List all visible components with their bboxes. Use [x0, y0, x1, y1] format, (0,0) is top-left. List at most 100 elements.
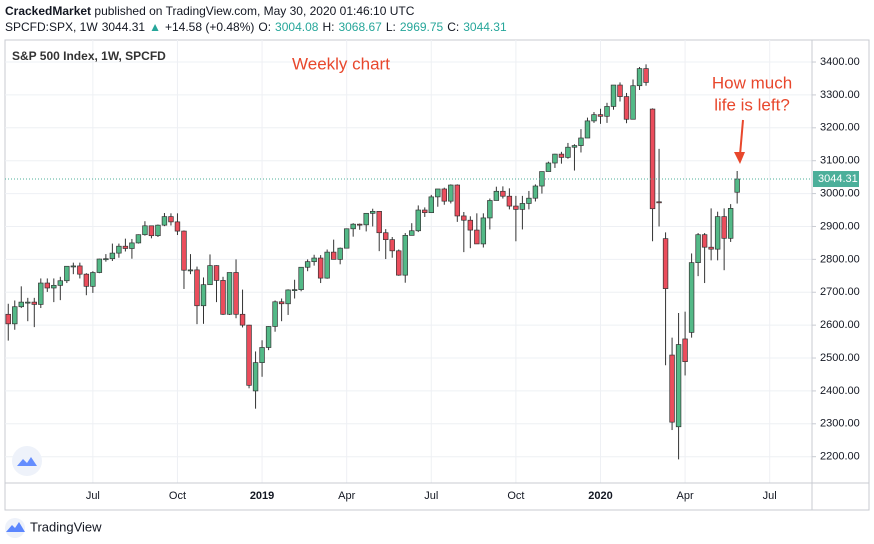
- candle-body: [330, 251, 337, 260]
- candle-body: [116, 245, 122, 254]
- last-price-label: 3044.31: [818, 173, 858, 185]
- candle-body: [591, 114, 597, 122]
- candle-body: [467, 219, 474, 231]
- x-tick-label: 2019: [250, 490, 274, 502]
- candle-body: [409, 230, 415, 236]
- candle-body: [428, 196, 434, 214]
- candle-body: [636, 68, 643, 87]
- candle-body: [155, 224, 161, 237]
- candle-body: [714, 216, 721, 250]
- candle-body: [604, 106, 610, 117]
- l-label: L:: [385, 20, 396, 34]
- y-tick-label: 2400.00: [820, 385, 860, 397]
- candle-body: [545, 162, 552, 172]
- candle-body: [265, 326, 272, 348]
- candle-body: [721, 216, 727, 239]
- x-tick-label: Oct: [507, 490, 524, 502]
- candle-body: [187, 269, 194, 272]
- candle-body: [363, 212, 369, 226]
- candle-body: [649, 108, 656, 210]
- candle-body: [422, 209, 428, 214]
- y-tick-label: 3000.00: [820, 187, 860, 199]
- y-tick-label: 3400.00: [820, 56, 860, 68]
- candle-body: [500, 190, 506, 197]
- annotation: life is left?: [714, 95, 790, 114]
- candle-body: [565, 146, 571, 158]
- candle-body: [435, 188, 441, 198]
- chart-logo: [12, 446, 42, 476]
- x-tick-label: Apr: [677, 490, 694, 502]
- y-tick-label: 2700.00: [820, 286, 860, 298]
- symbol: SPCFD:SPX, 1W: [5, 20, 98, 34]
- candle-body: [337, 247, 343, 260]
- candle-body: [376, 210, 382, 234]
- o-value: 3004.08: [275, 20, 319, 34]
- candle-body: [454, 184, 461, 217]
- candle-body: [617, 84, 623, 97]
- candle-body: [610, 84, 617, 107]
- candle-body: [669, 354, 675, 423]
- candle-body: [109, 252, 116, 260]
- candle-body: [90, 272, 96, 287]
- annotation: How much: [712, 73, 792, 92]
- candle-body: [200, 284, 207, 307]
- y-tick-label: 2900.00: [820, 220, 860, 232]
- candle-body: [571, 145, 578, 148]
- candle-body: [701, 234, 708, 248]
- candle-body: [506, 195, 513, 207]
- change: +14.58 (+0.48%): [164, 20, 255, 34]
- candle-body: [220, 280, 226, 315]
- candle-body: [213, 265, 220, 281]
- candle-body: [18, 301, 24, 308]
- candle-body: [532, 185, 539, 199]
- candle-body: [291, 289, 298, 291]
- candle-body: [350, 223, 356, 230]
- annotation: Weekly chart: [292, 54, 390, 73]
- candle-body: [252, 362, 259, 392]
- footer-logo: [5, 518, 25, 538]
- candle-body: [552, 153, 558, 164]
- candle-body: [129, 242, 135, 249]
- candle-body: [122, 245, 129, 249]
- y-tick-label: 3200.00: [820, 122, 860, 134]
- candle-body: [278, 301, 285, 305]
- candle-body: [103, 258, 109, 261]
- x-tick-label: Jul: [86, 490, 100, 502]
- candle-body: [519, 203, 526, 210]
- candle-body: [682, 338, 688, 362]
- header-line-1: CrackedMarket published on TradingView.c…: [5, 3, 511, 19]
- candle-body: [662, 238, 669, 289]
- l-value: 2969.75: [399, 20, 444, 34]
- x-tick-label: Jul: [424, 490, 438, 502]
- change-arrow: ▲: [149, 20, 161, 34]
- candle-body: [558, 153, 565, 158]
- candle-body: [623, 96, 630, 120]
- candle-body: [343, 228, 350, 249]
- candle-body: [70, 265, 77, 268]
- candle-body: [526, 197, 532, 204]
- candle-body: [168, 216, 174, 223]
- y-tick-label: 2800.00: [820, 253, 860, 265]
- candle-body: [461, 215, 467, 221]
- candle-body: [370, 210, 376, 214]
- h-value: 3068.67: [338, 20, 382, 34]
- header-line-2: SPCFD:SPX, 1W 3044.31 ▲ +14.58 (+0.48%) O: 30…: [5, 19, 511, 35]
- last-price-box: [813, 171, 859, 188]
- candle-body: [285, 289, 291, 305]
- h-label: H:: [322, 20, 335, 34]
- legend-title: S&P 500 Index, 1W, SPCFD: [12, 49, 166, 63]
- candle-body: [246, 324, 252, 386]
- candle-body: [656, 201, 662, 204]
- candle-body: [597, 114, 604, 117]
- c-label: C:: [447, 20, 460, 34]
- y-tick-label: 2500.00: [820, 352, 860, 364]
- candle-body: [135, 234, 142, 244]
- candle-body: [389, 239, 395, 252]
- candle-body: [239, 313, 246, 326]
- header: CrackedMarket published on TradingView.c…: [5, 3, 511, 35]
- candle-body: [396, 250, 402, 276]
- candle-body: [356, 223, 363, 226]
- candle-body: [142, 225, 148, 236]
